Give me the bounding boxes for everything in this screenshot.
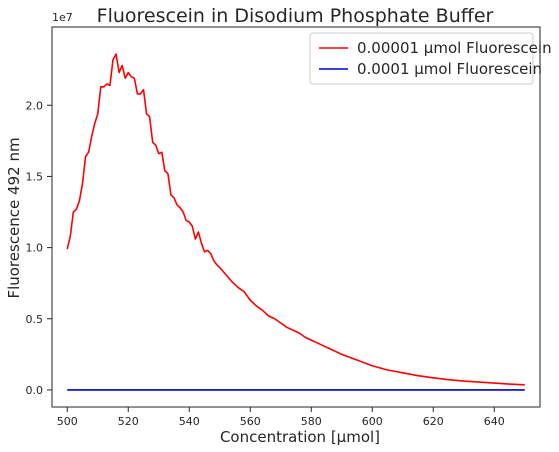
x-tick-label: 620: [423, 415, 444, 428]
legend-box: [309, 32, 534, 85]
x-tick-label: 500: [57, 415, 78, 428]
y-tick-label: 2.0: [26, 99, 44, 112]
chart-title: Fluorescein in Disodium Phosphate Buffer: [97, 5, 494, 27]
x-axis-label: Concentration [μmol]: [220, 428, 380, 446]
x-tick-label: 540: [179, 415, 200, 428]
x-tick-label: 640: [484, 415, 505, 428]
y-tick-label: 1.0: [26, 242, 44, 255]
y-tick-label: 1.5: [26, 170, 44, 183]
axis-ticks: 500 520 540 560 580 600 620 640 0.0 0.5 1.0 1.5 2.0: [26, 99, 505, 428]
x-tick-label: 580: [301, 415, 322, 428]
x-tick-label: 520: [118, 415, 139, 428]
y-axis-label: Fluorescence 492 nm: [5, 137, 23, 298]
y-tick-label: 0.5: [26, 313, 44, 326]
series-line-0: [66, 53, 525, 386]
legend-entry-0: 0.00001 μmol Fluorescein: [357, 39, 552, 57]
series-lines: [66, 53, 525, 391]
x-tick-label: 600: [362, 415, 383, 428]
plot-frame: [51, 26, 541, 408]
legend-entry-1: 0.0001 μmol Fluorescein: [357, 60, 542, 78]
x-tick-label: 560: [240, 415, 261, 428]
y-tick-label: 0.0: [26, 384, 44, 397]
y-axis-offset-label: 1e7: [52, 11, 73, 24]
legend: 0.00001 μmol Fluorescein 0.0001 μmol Fluo…: [309, 32, 552, 85]
